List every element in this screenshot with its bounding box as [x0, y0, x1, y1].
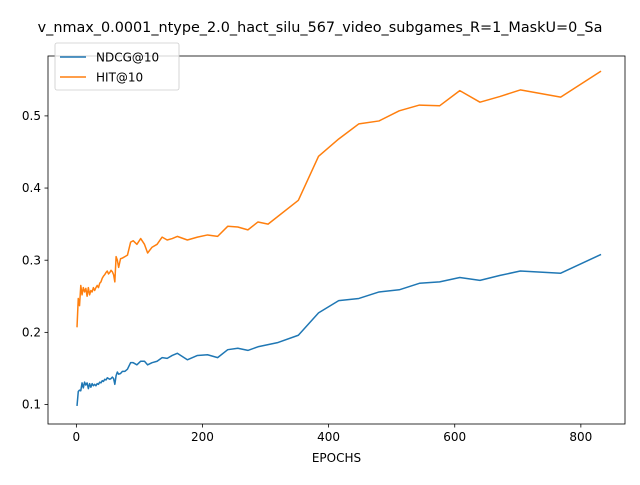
legend-label: NDCG@10 [96, 50, 159, 64]
x-tick-label: 400 [317, 430, 340, 444]
chart-title: v_nmax_0.0001_ntype_2.0_hact_silu_567_vi… [38, 20, 603, 36]
plot-frame [47, 55, 626, 425]
y-tick-label: 0.4 [22, 181, 41, 195]
series-line-hit-10 [76, 70, 602, 328]
y-tick-label: 0.3 [22, 253, 41, 267]
y-tick-label: 0.5 [22, 109, 41, 123]
legend: NDCG@10 HIT@10 [54, 42, 180, 91]
x-tick-label: 200 [191, 430, 214, 444]
legend-label: HIT@10 [96, 70, 143, 84]
x-axis-label: EPOCHS [312, 451, 361, 465]
y-tick-label: 0.2 [22, 326, 41, 340]
axes-layer: 0 200 400 600 800 0.1 0.2 0.3 0.4 0.5 [22, 109, 592, 444]
y-tick-label: 0.1 [22, 398, 41, 412]
x-tick-label: 0 [73, 430, 81, 444]
x-tick-label: 600 [443, 430, 466, 444]
legend-box [54, 42, 180, 91]
series-line-ndcg-10 [76, 253, 602, 407]
x-tick-label: 800 [569, 430, 592, 444]
series-layer [76, 70, 602, 407]
